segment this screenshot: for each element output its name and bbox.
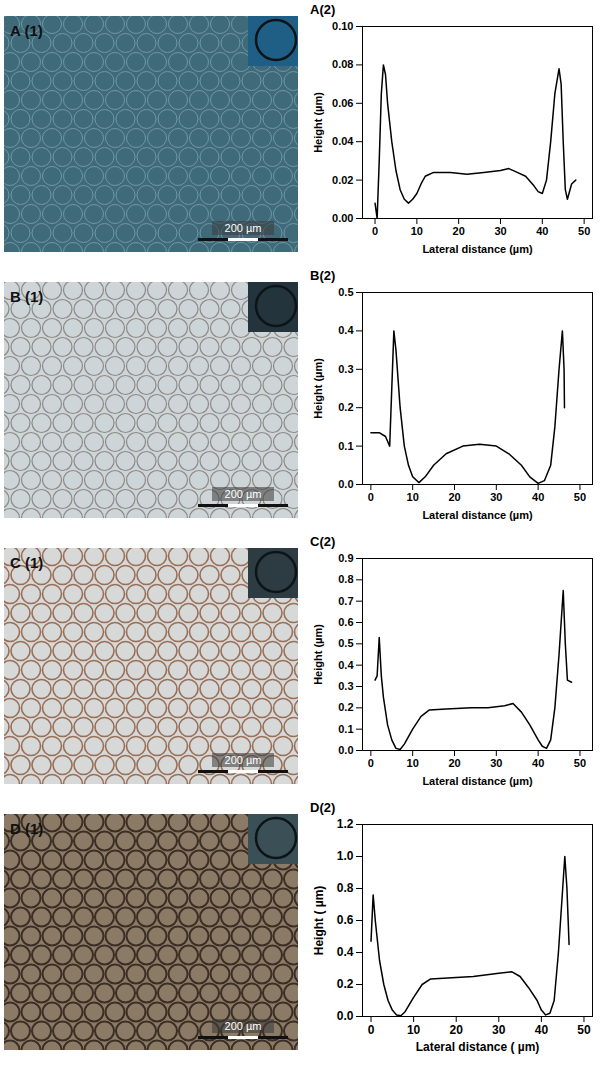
svg-text:0: 0 — [368, 757, 374, 769]
svg-text:0.6: 0.6 — [337, 913, 354, 927]
svg-text:30: 30 — [490, 491, 502, 503]
svg-text:Lateral distance (µm): Lateral distance (µm) — [422, 509, 533, 521]
svg-text:0.7: 0.7 — [338, 595, 353, 607]
svg-text:Lateral distance ( µm): Lateral distance ( µm) — [416, 1040, 540, 1054]
svg-text:Height (µm): Height (µm) — [312, 358, 324, 419]
svg-text:0: 0 — [368, 491, 374, 503]
svg-text:0.02: 0.02 — [332, 174, 353, 186]
svg-text:200 µm: 200 µm — [225, 222, 262, 234]
svg-text:0.2: 0.2 — [338, 701, 353, 713]
html-text:A(2): A(2) — [310, 2, 336, 17]
svg-text:0.5: 0.5 — [338, 637, 353, 649]
svg-text:0.10: 0.10 — [332, 20, 353, 32]
svg-text:10: 10 — [411, 225, 423, 237]
svg-text:50: 50 — [574, 491, 586, 503]
svg-text:0.9: 0.9 — [338, 552, 353, 564]
svg-text:1.2: 1.2 — [337, 817, 354, 831]
svg-text:B (1): B (1) — [10, 288, 43, 305]
svg-text:30: 30 — [490, 757, 502, 769]
svg-text:200 µm: 200 µm — [225, 1020, 262, 1032]
svg-text:Lateral distance (µm): Lateral distance (µm) — [422, 243, 533, 255]
html-text:D(2): D(2) — [310, 800, 336, 815]
svg-text:30: 30 — [492, 1023, 506, 1037]
svg-text:0.8: 0.8 — [337, 881, 354, 895]
svg-text:50: 50 — [578, 225, 590, 237]
svg-text:40: 40 — [535, 1023, 549, 1037]
svg-text:20: 20 — [448, 491, 460, 503]
svg-text:40: 40 — [532, 757, 544, 769]
svg-text:0.5: 0.5 — [338, 286, 353, 298]
svg-text:40: 40 — [532, 491, 544, 503]
svg-text:20: 20 — [453, 225, 465, 237]
svg-text:50: 50 — [574, 757, 586, 769]
svg-text:0: 0 — [372, 225, 378, 237]
svg-text:Height (µm): Height (µm) — [312, 92, 324, 153]
svg-text:A (1): A (1) — [10, 22, 43, 39]
svg-text:0.04: 0.04 — [332, 135, 354, 147]
svg-text:0.00: 0.00 — [332, 212, 353, 224]
svg-text:20: 20 — [450, 1023, 464, 1037]
svg-text:0.2: 0.2 — [337, 977, 354, 991]
svg-text:200 µm: 200 µm — [225, 488, 262, 500]
svg-text:1.0: 1.0 — [337, 849, 354, 863]
svg-text:0.3: 0.3 — [338, 680, 353, 692]
svg-text:0.0: 0.0 — [337, 1009, 354, 1023]
svg-text:200 µm: 200 µm — [225, 754, 262, 766]
svg-text:20: 20 — [448, 757, 460, 769]
svg-text:0.2: 0.2 — [338, 401, 353, 413]
svg-text:0.0: 0.0 — [338, 478, 353, 490]
svg-text:0.0: 0.0 — [338, 744, 353, 756]
svg-text:10: 10 — [407, 1023, 421, 1037]
svg-text:0.8: 0.8 — [338, 573, 353, 585]
svg-text:0.1: 0.1 — [338, 723, 353, 735]
svg-text:0: 0 — [368, 1023, 375, 1037]
svg-text:Lateral distance (µm): Lateral distance (µm) — [422, 775, 533, 787]
svg-text:C (1): C (1) — [10, 554, 43, 571]
svg-text:0.1: 0.1 — [338, 440, 353, 452]
svg-text:Height ( µm): Height ( µm) — [312, 886, 326, 956]
svg-text:0.4: 0.4 — [338, 659, 354, 671]
svg-text:D (1): D (1) — [10, 820, 43, 837]
svg-text:0.6: 0.6 — [338, 616, 353, 628]
svg-text:0.4: 0.4 — [337, 945, 354, 959]
svg-text:0.3: 0.3 — [338, 363, 353, 375]
svg-text:Height (µm): Height (µm) — [312, 624, 324, 685]
svg-text:10: 10 — [407, 757, 419, 769]
svg-text:0.08: 0.08 — [332, 58, 353, 70]
svg-text:0.4: 0.4 — [338, 324, 354, 336]
svg-text:10: 10 — [407, 491, 419, 503]
svg-text:40: 40 — [536, 225, 548, 237]
svg-text:50: 50 — [577, 1023, 591, 1037]
svg-text:30: 30 — [494, 225, 506, 237]
svg-text:0.06: 0.06 — [332, 97, 353, 109]
html-text:B(2): B(2) — [310, 268, 336, 283]
html-text:C(2): C(2) — [310, 534, 336, 549]
